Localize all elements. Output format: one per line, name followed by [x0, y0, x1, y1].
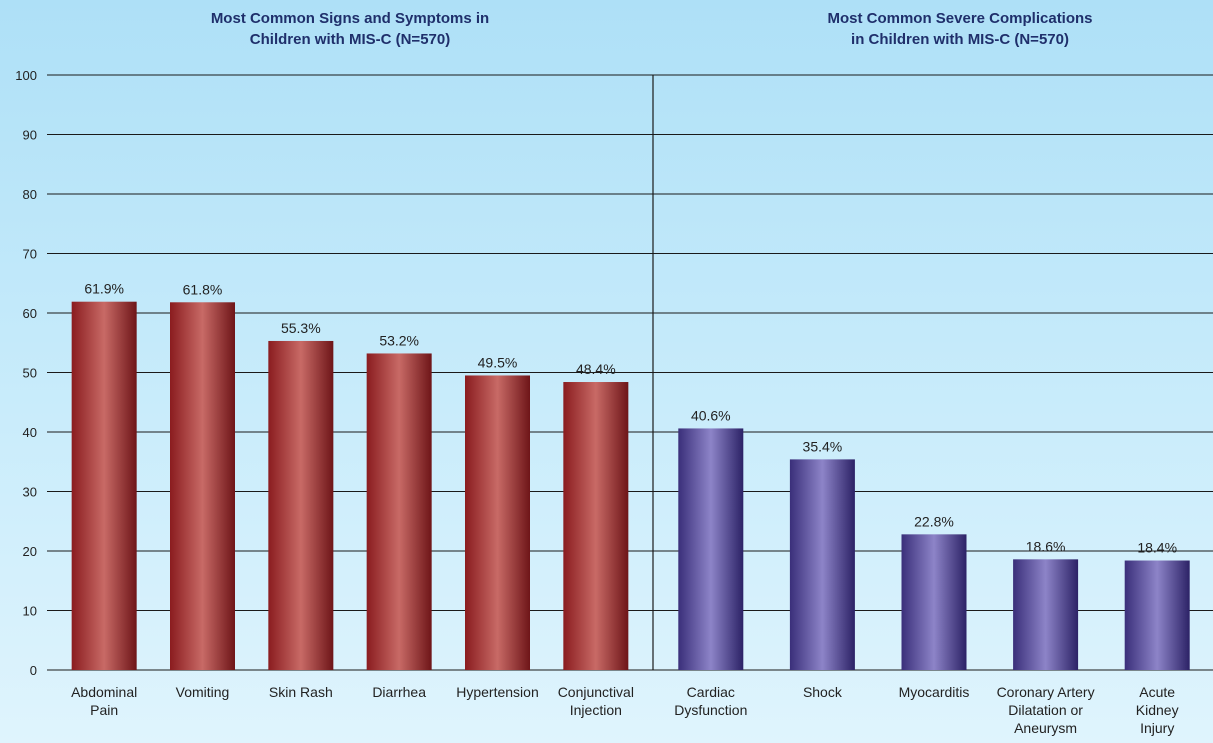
- bar: [268, 340, 334, 670]
- data-label: 53.2%: [379, 332, 419, 348]
- data-label: 48.4%: [576, 361, 616, 377]
- y-tick-label: 20: [23, 544, 37, 559]
- data-label: 18.6%: [1026, 538, 1066, 554]
- category-label: Diarrhea: [372, 684, 426, 700]
- bar: [71, 301, 137, 670]
- y-tick-label: 30: [23, 485, 37, 500]
- y-tick-label: 50: [23, 366, 37, 381]
- category-label: Acute: [1139, 684, 1175, 700]
- category-label: Hypertension: [456, 684, 539, 700]
- data-label: 40.6%: [691, 407, 731, 423]
- title-right-line-2: in Children with MIS-C (N=570): [851, 31, 1069, 48]
- chart-title-left: Most Common Signs and Symptoms in Childr…: [150, 8, 550, 50]
- category-label: Myocarditis: [899, 684, 970, 700]
- category-label: Aneurysm: [1014, 720, 1077, 736]
- bar: [366, 353, 432, 670]
- y-tick-label: 10: [23, 604, 37, 619]
- bar: [1013, 559, 1079, 670]
- chart-title-right: Most Common Severe Complications in Chil…: [760, 8, 1160, 50]
- category-label: Skin Rash: [269, 684, 333, 700]
- data-label: 55.3%: [281, 320, 321, 336]
- category-label: Conjunctival: [558, 684, 634, 700]
- data-label: 22.8%: [914, 513, 954, 529]
- title-left-line-2: Children with MIS-C (N=570): [249, 31, 451, 48]
- bar: [465, 375, 530, 670]
- bar: [789, 459, 855, 670]
- bar: [1124, 560, 1190, 670]
- title-right-line-1: Most Common Severe Complications: [827, 10, 1093, 27]
- category-label: Shock: [803, 684, 843, 700]
- y-tick-label: 80: [23, 187, 37, 202]
- category-label: Dilatation or: [1008, 702, 1083, 718]
- bar: [678, 428, 744, 670]
- data-label: 61.8%: [183, 281, 223, 297]
- bar: [901, 534, 967, 670]
- category-label: Vomiting: [176, 684, 230, 700]
- bar: [170, 302, 235, 670]
- data-label: 61.9%: [84, 281, 124, 297]
- category-label: Injection: [570, 702, 622, 718]
- category-label: Coronary Artery: [997, 684, 1095, 700]
- y-tick-label: 0: [30, 663, 37, 678]
- y-tick-label: 40: [23, 425, 37, 440]
- category-label: Pain: [90, 702, 118, 718]
- category-label: Cardiac: [687, 684, 735, 700]
- data-label: 18.4%: [1137, 540, 1177, 556]
- title-left-line-1: Most Common Signs and Symptoms in: [210, 10, 490, 27]
- y-tick-label: 70: [23, 247, 37, 262]
- category-label: Abdominal: [71, 684, 137, 700]
- y-tick-label: 90: [23, 128, 37, 143]
- y-tick-label: 60: [23, 306, 37, 321]
- data-label: 49.5%: [478, 354, 518, 370]
- data-label: 35.4%: [803, 438, 843, 454]
- category-label: Kidney: [1136, 702, 1179, 718]
- y-tick-label: 100: [15, 68, 37, 83]
- bar: [563, 382, 629, 670]
- category-label: Dysfunction: [674, 702, 747, 718]
- category-label: Injury: [1140, 720, 1174, 736]
